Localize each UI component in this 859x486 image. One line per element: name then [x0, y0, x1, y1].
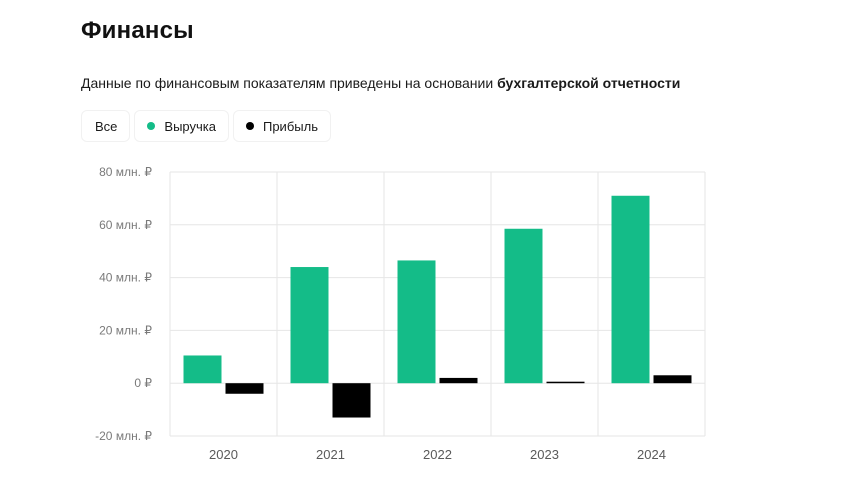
x-tick-label: 2023	[530, 447, 559, 462]
page-subtitle: Данные по финансовым показателям приведе…	[81, 75, 680, 91]
y-tick-label: 20 млн. ₽	[99, 323, 152, 337]
profit-bar	[653, 375, 692, 384]
revenue-bar	[397, 260, 436, 384]
profit-bar	[546, 381, 585, 384]
x-tick-label: 2021	[316, 447, 345, 462]
subtitle-text: Данные по финансовым показателям приведе…	[81, 75, 498, 91]
x-tick-label: 2020	[209, 447, 238, 462]
x-tick-label: 2022	[423, 447, 452, 462]
y-tick-label: 80 млн. ₽	[99, 165, 152, 179]
filter-all-label: Все	[95, 118, 118, 134]
series-filter-bar: Все Выручка Прибыль	[81, 110, 331, 142]
subtitle-bold-text: бухгалтерской отчетности	[497, 75, 681, 91]
filter-all-button[interactable]: Все	[81, 110, 131, 142]
revenue-dot-icon	[147, 122, 156, 130]
profit-dot-icon	[245, 122, 254, 130]
y-tick-label: 40 млн. ₽	[99, 271, 152, 285]
y-tick-label: 0 ₽	[134, 376, 152, 390]
filter-profit-label: Прибыль	[262, 118, 318, 134]
profit-bar	[439, 377, 478, 384]
filter-profit-button[interactable]: Прибыль	[232, 110, 331, 142]
y-tick-label: 60 млн. ₽	[99, 218, 152, 232]
profit-bar	[332, 383, 371, 418]
revenue-bar	[611, 195, 650, 384]
filter-revenue-button[interactable]: Выручка	[134, 110, 229, 142]
finance-bar-chart: 80 млн. ₽ 60 млн. ₽ 40 млн. ₽ 20 млн. ₽ 0 ₽ -…	[95, 165, 706, 462]
x-tick-label: 2024	[637, 447, 666, 462]
revenue-bar	[290, 267, 329, 384]
filter-revenue-label: Выручка	[164, 118, 216, 134]
y-tick-label: -20 млн. ₽	[95, 429, 152, 443]
revenue-bar	[504, 228, 543, 384]
page-title: Финансы	[81, 17, 194, 44]
revenue-bar	[183, 355, 222, 384]
profit-bar	[225, 383, 264, 394]
